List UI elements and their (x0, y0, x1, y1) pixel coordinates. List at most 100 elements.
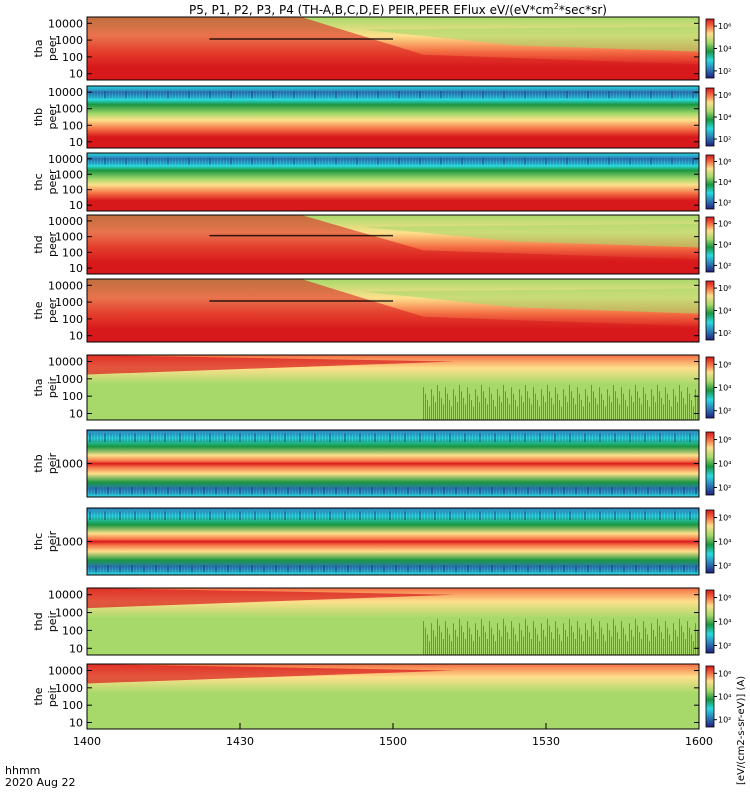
colorbar-tick-label: 10⁶ (718, 22, 731, 31)
y-tick-label: 10 (69, 68, 83, 81)
xaxis-label-date: 2020 Aug 22 (5, 776, 75, 789)
x-tick-label: 1530 (532, 735, 560, 748)
y-tick-label: 10 (69, 408, 83, 421)
y-tick-label: 1000 (55, 682, 83, 695)
spectrogram-image (87, 279, 699, 342)
colorbar-tick-label: 10⁴ (718, 618, 731, 627)
colorbar (705, 589, 715, 654)
colorbar-tick-label: 10² (718, 261, 731, 270)
colorbar-tick-label: 10⁴ (718, 113, 731, 122)
y-tick-label: 1000 (55, 34, 83, 47)
panel-frame (86, 278, 700, 343)
spectrogram-image (87, 664, 699, 729)
panel-species-label: peir (46, 685, 59, 707)
spectrogram-image (87, 153, 699, 211)
colorbar-tick-label: 10² (718, 329, 731, 338)
panel-probe-label: thb (32, 108, 45, 126)
colorbar-tick-label: 10⁴ (718, 460, 731, 469)
colorbar (705, 431, 715, 496)
y-tick-label: 1000 (55, 607, 83, 620)
colorbar (705, 280, 715, 341)
spectrogram-image (87, 355, 699, 420)
time-axis: 1400 1430 1500 1530 1600 (73, 723, 713, 748)
panel-frame (86, 214, 700, 275)
panel-species-label: peir (46, 530, 59, 552)
panel-probe-label: tha (32, 378, 45, 396)
colorbar (705, 154, 715, 210)
x-tick-label: 1400 (73, 735, 101, 748)
y-tick-label: 10000 (48, 356, 83, 369)
panel-probe-label: thc (32, 173, 45, 190)
spectrogram-image (87, 508, 699, 575)
colorbar-tick-label: 10⁴ (718, 538, 731, 547)
colorbar-tick-label: 10⁶ (718, 436, 731, 445)
chart-title: P5, P1, P2, P3, P4 (TH-A,B,C,D,E) PEIR,P… (189, 2, 607, 17)
panel-probe-label: thd (32, 612, 45, 630)
panel-species-label: peir (46, 376, 59, 398)
panel-frame (86, 354, 700, 421)
y-tick-label: 100 (62, 624, 83, 637)
colorbar-tick-label: 10⁶ (718, 594, 731, 603)
spectrogram-image (87, 215, 699, 274)
colorbar-tick-label: 10² (718, 407, 731, 416)
colorbar-tick-label: 10⁶ (718, 157, 731, 166)
y-tick-label: 100 (62, 51, 83, 64)
panel-tha-peer: 10000 1000 100 10 tha peer 10² 10⁴ 10⁶ (32, 16, 731, 81)
panel-thc-peir: 1000 thc peir 10² 10⁴ 10⁶ (32, 507, 731, 576)
y-tick-label: 10 (69, 199, 83, 212)
panel-frame (86, 152, 700, 212)
y-tick-label: 1000 (55, 296, 83, 309)
colorbar (705, 356, 715, 419)
panel-probe-label: thd (32, 235, 45, 253)
y-tick-label: 1000 (55, 103, 83, 116)
panel-thb-peir: 1000 thb peir 10² 10⁴ 10⁶ (32, 429, 731, 498)
colorbar-tick-label: 10² (718, 716, 731, 725)
panel-thd-peir: 10000 1000 100 10 thd peir 10² 10⁴ 10⁶ (32, 587, 731, 656)
panel-the-peer: 10000 1000 100 10 the peer 10² 10⁴ 10⁶ (32, 278, 731, 343)
colorbar-tick-label: 10⁶ (718, 360, 731, 369)
x-tick-label: 1430 (226, 735, 254, 748)
panel-thc-peer: 10000 1000 100 10 thc peer 10² 10⁴ 10⁶ (32, 152, 731, 212)
panel-frame (86, 587, 700, 656)
colorbar-tick-label: 10² (718, 135, 731, 144)
panel-probe-label: tha (32, 39, 45, 57)
y-tick-label: 1000 (55, 373, 83, 386)
y-tick-label: 100 (62, 119, 83, 132)
panel-probe-label: the (32, 687, 45, 705)
xaxis-label-hhmm: hhmm (5, 764, 40, 777)
panel-frame (86, 16, 700, 81)
panel-species-label: peir (46, 610, 59, 632)
panel-species-label: peer (46, 36, 59, 62)
colorbar-tick-label: 10² (718, 561, 731, 570)
colorbar-tick-label: 10⁴ (718, 45, 731, 54)
y-tick-label: 100 (62, 390, 83, 403)
panel-thd-peer: 10000 1000 100 10 thd peer 10² 10⁴ 10⁶ (32, 214, 731, 275)
y-tick-label: 10 (69, 136, 83, 149)
panel-frame (86, 85, 700, 149)
colorbar-tick-label: 10⁴ (718, 241, 731, 250)
x-tick-label: 1500 (379, 735, 407, 748)
colorbar (705, 87, 715, 147)
colorbar-tick-label: 10⁶ (718, 669, 731, 678)
colorbar (705, 18, 715, 79)
colorbar-tick-label: 10⁴ (718, 384, 731, 393)
y-tick-label: 100 (62, 184, 83, 197)
y-tick-label: 1000 (55, 536, 83, 549)
y-tick-label: 10000 (48, 17, 83, 30)
panel-probe-label: thb (32, 454, 45, 472)
y-tick-label: 100 (62, 313, 83, 326)
panel-probe-label: the (32, 301, 45, 319)
colorbar-tick-label: 10² (718, 67, 731, 76)
y-tick-label: 10000 (48, 589, 83, 602)
panel-probe-label: thc (32, 533, 45, 550)
colorbar-tick-label: 10⁴ (718, 693, 731, 702)
y-tick-label: 10000 (48, 215, 83, 228)
panel-tha-peir: 10000 1000 100 10 tha peir 10² 10⁴ 10⁶ (32, 354, 731, 421)
panel-the-peir: 10000 1000 100 10 the peir 10² 10⁴ 10⁶ (32, 663, 731, 730)
panel-species-label: peer (46, 232, 59, 258)
colorbar-tick-label: 10² (718, 483, 731, 492)
y-tick-label: 100 (62, 699, 83, 712)
y-tick-label: 10000 (48, 86, 83, 99)
colorbar (705, 216, 715, 273)
spectrogram-image (87, 86, 699, 148)
